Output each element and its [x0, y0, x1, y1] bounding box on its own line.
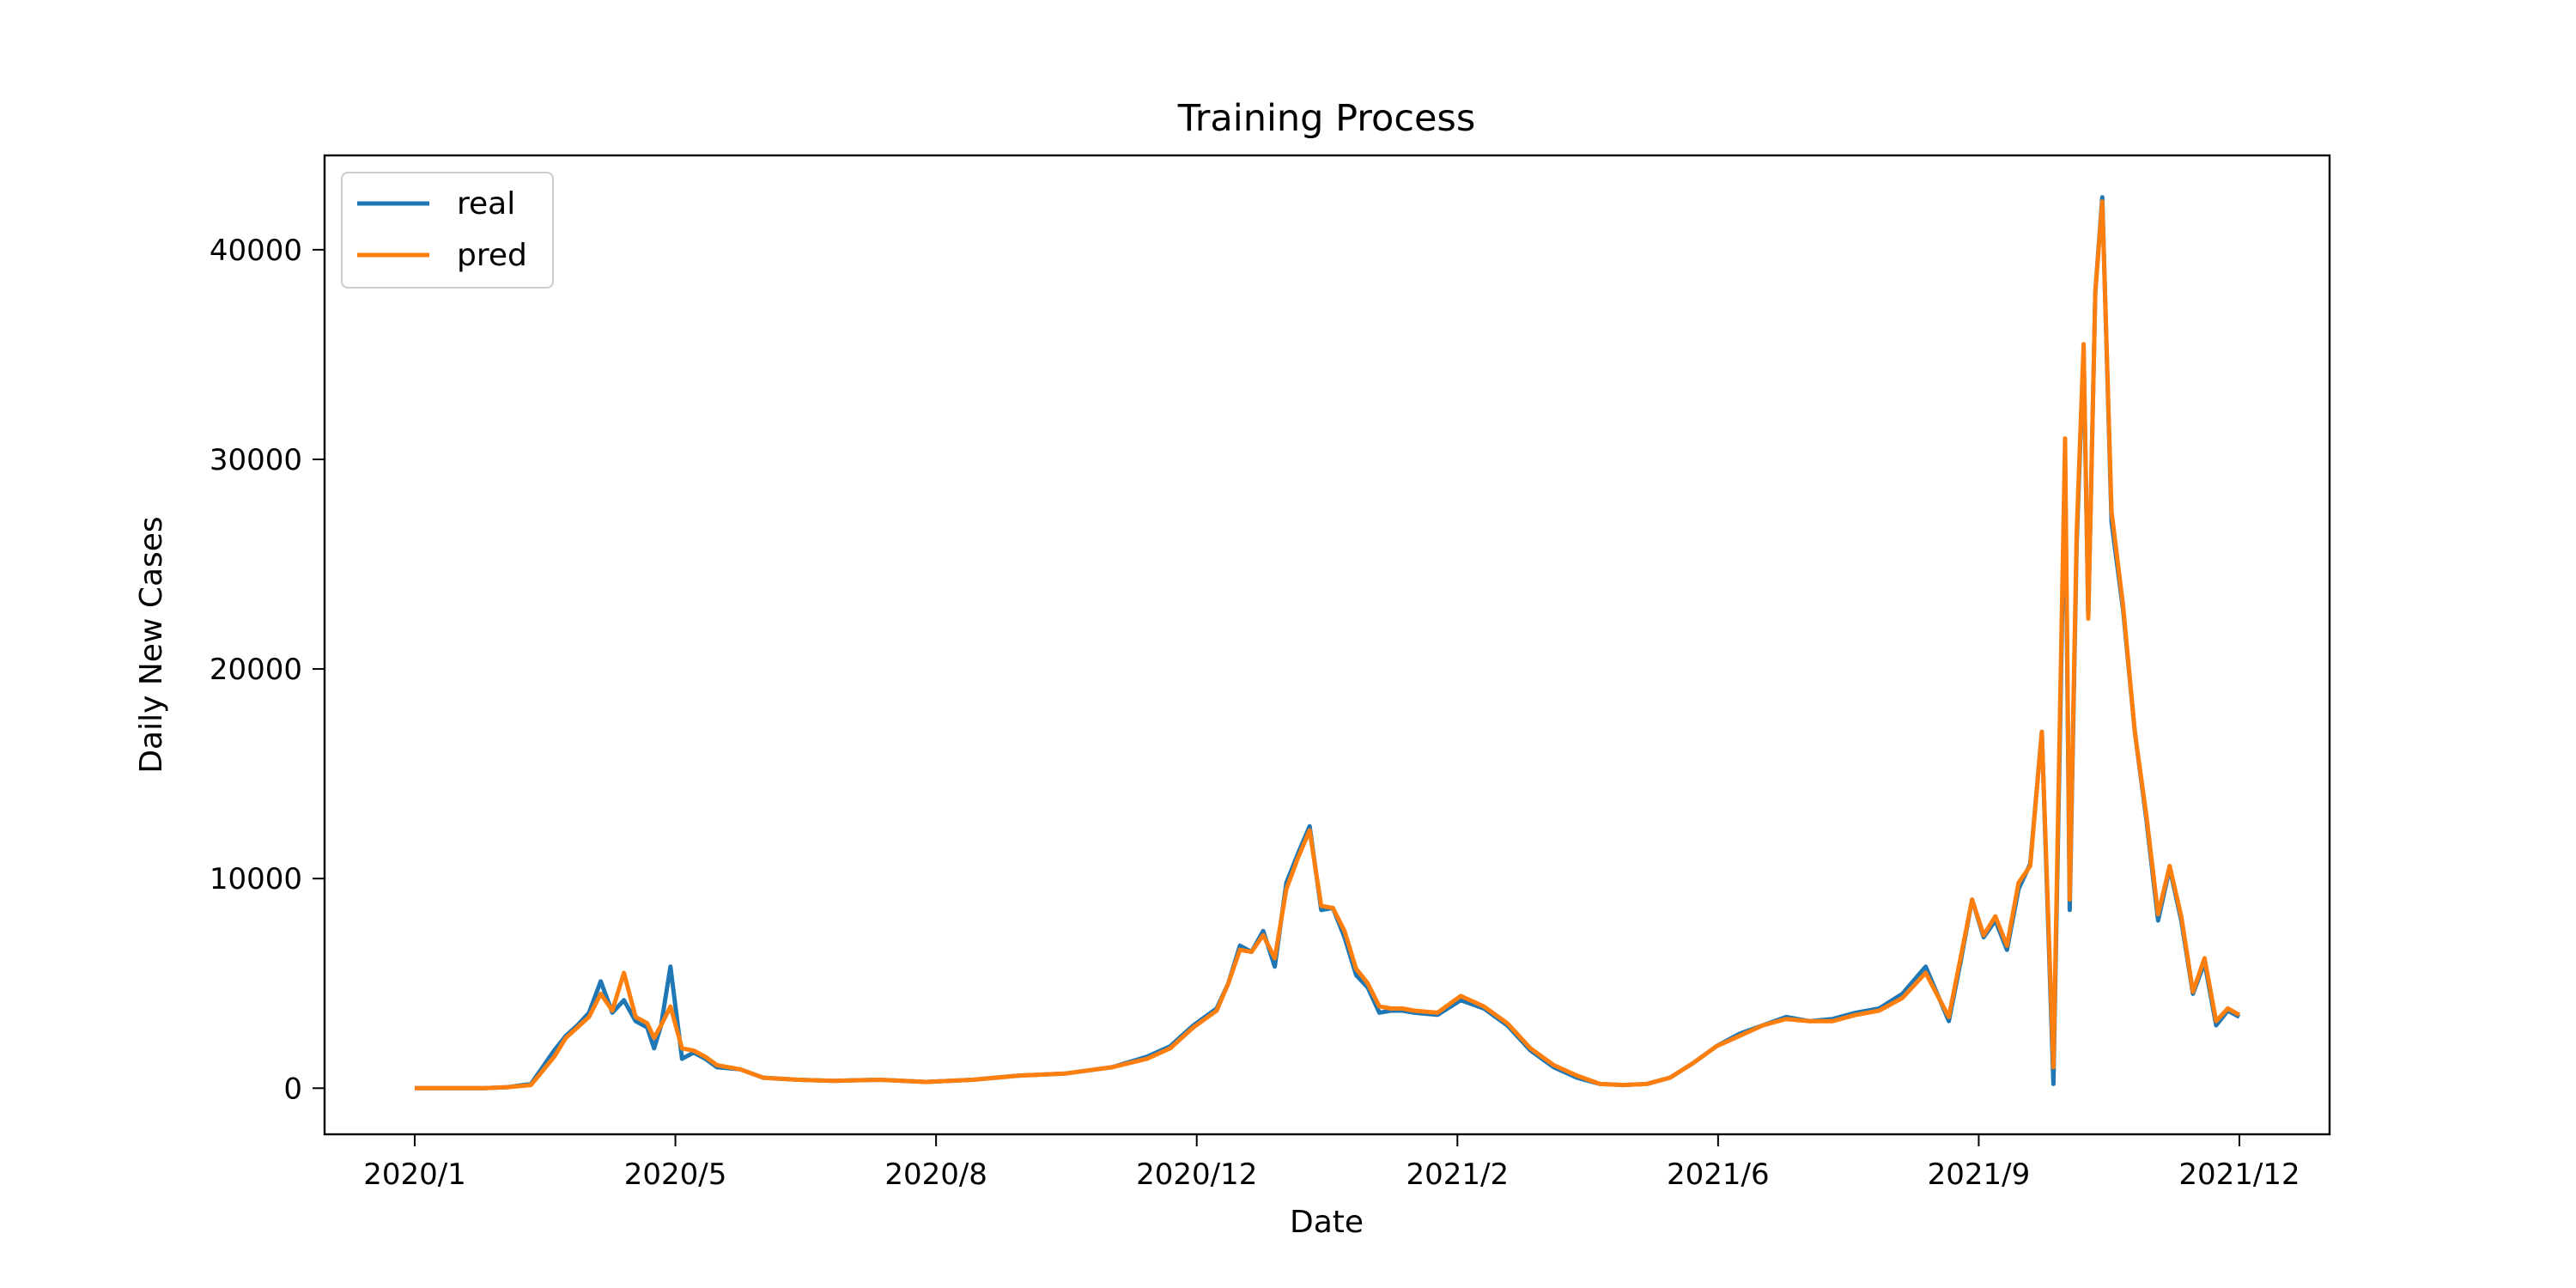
x-tick-label: 2021/6 — [1667, 1157, 1770, 1192]
x-tick-label: 2021/12 — [2178, 1157, 2300, 1192]
x-tick-label: 2020/1 — [363, 1157, 466, 1192]
x-axis-ticks: 2020/1 2020/5 2020/8 2020/12 2021/2 2021/6 202… — [363, 1134, 2300, 1192]
legend-real-label: real — [457, 186, 515, 222]
y-tick-label: 30000 — [210, 443, 302, 477]
y-tick-label: 20000 — [210, 653, 302, 687]
x-tick-label: 2020/12 — [1136, 1157, 1257, 1192]
legend-pred-label: pred — [457, 238, 527, 273]
y-axis-ticks: 0 10000 20000 30000 40000 — [210, 234, 325, 1106]
y-axis-title: Daily New Cases — [134, 516, 169, 773]
y-tick-label: 40000 — [210, 234, 302, 268]
y-tick-label: 0 — [283, 1072, 302, 1106]
x-tick-label: 2020/5 — [624, 1157, 727, 1192]
series-line-pred — [415, 199, 2241, 1091]
y-tick-label: 10000 — [210, 862, 302, 896]
x-tick-label: 2021/9 — [1928, 1157, 2031, 1192]
x-tick-label: 2020/8 — [884, 1157, 987, 1192]
chart-title: Training Process — [1177, 97, 1475, 140]
series-lines — [415, 195, 2241, 1091]
plot-frame — [323, 154, 2331, 1136]
x-tick-label: 2021/2 — [1406, 1157, 1509, 1192]
legend: real pred — [341, 172, 554, 289]
x-axis-title: Date — [1290, 1205, 1364, 1240]
